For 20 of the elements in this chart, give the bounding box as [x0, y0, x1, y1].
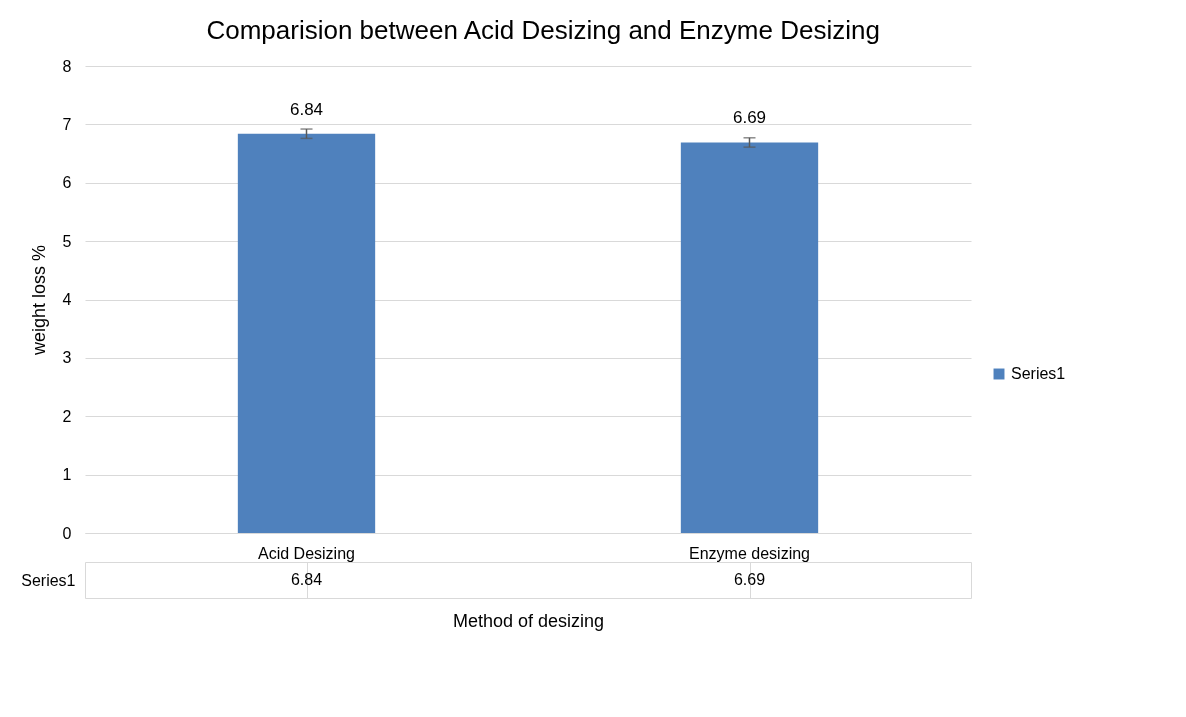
y-tick-label: 1 [62, 466, 72, 484]
y-tick-label: 8 [62, 57, 72, 75]
text: 6.69 [732, 108, 767, 128]
y-tick-label: 5 [62, 232, 72, 250]
y-tick-label: 3 [62, 349, 72, 367]
x-tick-label: Acid Desizing [258, 544, 355, 562]
x-tick-label: Enzyme desizing [689, 544, 810, 562]
x-axis-title: Method of desizing [452, 610, 605, 631]
y-tick-label: 6 [62, 174, 72, 192]
chart-title: Comparision between Acid Desizing and Enzyme Desizing [206, 15, 880, 45]
y-tick-label: 4 [62, 291, 72, 308]
y-tick-label: 0 [62, 524, 72, 542]
legend-label: Series1 [1011, 365, 1066, 382]
y-tick-label: 7 [62, 115, 72, 133]
y-tick-label: 2 [62, 407, 72, 425]
data-label: 6.69 [733, 571, 766, 588]
text: 6.84 [289, 99, 324, 119]
data-label: 6.84 [290, 571, 323, 588]
text: Series1 [21, 571, 76, 589]
y-axis-title: weight loss % [28, 244, 49, 357]
